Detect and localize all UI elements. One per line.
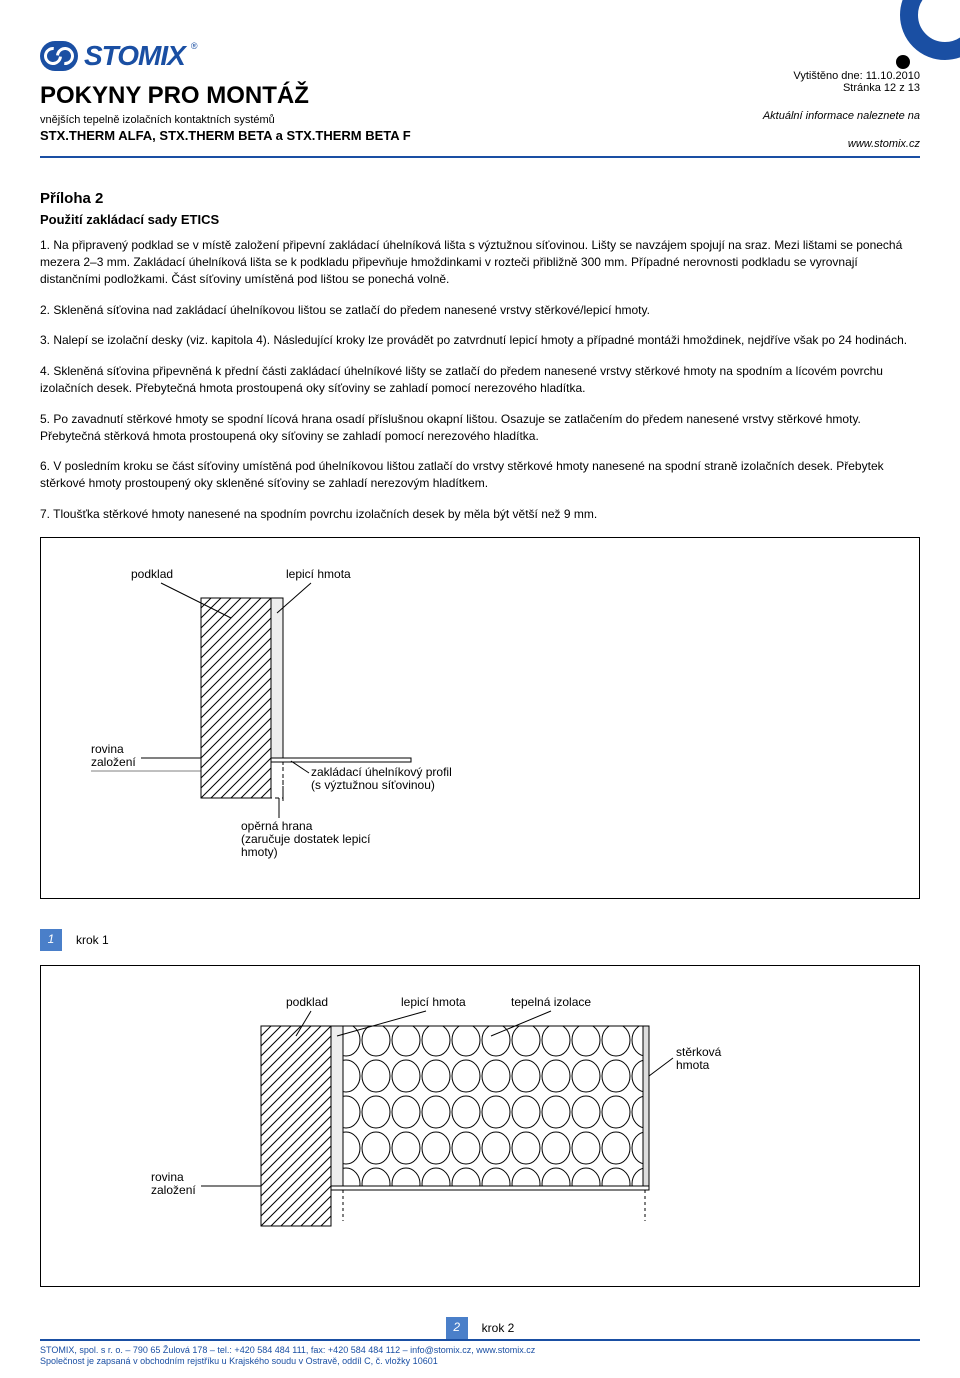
d1-label-operna1: opěrná hrana bbox=[241, 819, 313, 833]
d1-label-rovina1: rovina bbox=[91, 742, 124, 756]
d2-label-rovina1: rovina bbox=[151, 1170, 184, 1184]
page-header: STOMIX ® POKYNY PRO MONTÁŽ vnějších tepe… bbox=[40, 40, 920, 158]
diagram-1-box: podklad lepicí hmota rovina založení zak… bbox=[40, 537, 920, 899]
d1-label-podklad: podklad bbox=[131, 567, 173, 581]
diagram-2-box: podklad lepicí hmota tepelná izolace stě… bbox=[40, 965, 920, 1287]
d2-label-sterkova1: stěrková bbox=[676, 1045, 722, 1059]
d1-label-lepici: lepicí hmota bbox=[286, 567, 351, 581]
diagram-2-svg: podklad lepicí hmota tepelná izolace stě… bbox=[61, 986, 781, 1266]
step-1-badge: 1 bbox=[40, 929, 62, 951]
footer-line-1: STOMIX, spol. s r. o. – 790 65 Žulová 17… bbox=[40, 1345, 920, 1357]
appendix-subtitle: Použití zakládací sady ETICS bbox=[40, 211, 920, 229]
d2-label-sterkova2: hmota bbox=[676, 1058, 710, 1072]
step-1-label: krok 1 bbox=[76, 929, 109, 949]
paragraph-1: 1. Na připravený podklad se v místě zalo… bbox=[40, 237, 920, 287]
d1-label-operna2: (zaručuje dostatek lepicí bbox=[241, 832, 371, 846]
d1-label-rovina2: založení bbox=[91, 755, 136, 769]
appendix-title: Příloha 2 bbox=[40, 188, 920, 209]
paragraph-2: 2. Skleněná síťovina nad zakládací úheln… bbox=[40, 302, 920, 319]
step-2-badge: 2 bbox=[446, 1317, 468, 1339]
paragraph-6: 6. V posledním kroku se část síťoviny um… bbox=[40, 458, 920, 492]
more-info-line1: Aktuální informace naleznete na bbox=[763, 110, 920, 122]
step-1-row: 1 krok 1 bbox=[40, 929, 920, 951]
brand-logo: STOMIX ® bbox=[40, 40, 411, 72]
paragraph-7: 7. Tloušťka stěrkové hmoty nanesené na s… bbox=[40, 506, 920, 523]
content-area: Příloha 2 Použití zakládací sady ETICS 1… bbox=[40, 188, 920, 1339]
logo-icon bbox=[40, 41, 78, 71]
page-footer: STOMIX, spol. s r. o. – 790 65 Žulová 17… bbox=[40, 1339, 920, 1368]
d2-label-rovina2: založení bbox=[151, 1183, 196, 1197]
d1-label-profil1: zakládací úhelníkový profil bbox=[311, 765, 452, 779]
footer-line-2: Společnost je zapsaná v obchodním rejstř… bbox=[40, 1356, 920, 1368]
document-subtitle: vnějších tepelně izolačních kontaktních … bbox=[40, 114, 411, 126]
document-systems: STX.THERM ALFA, STX.THERM BETA a STX.THE… bbox=[40, 128, 411, 143]
document-title: POKYNY PRO MONTÁŽ bbox=[40, 82, 411, 110]
page-number: Stránka 12 z 13 bbox=[763, 82, 920, 94]
brand-name: STOMIX bbox=[84, 40, 185, 72]
paragraph-5: 5. Po zavadnutí stěrkové hmoty se spodní… bbox=[40, 411, 920, 445]
step-2-row: 2 krok 2 bbox=[40, 1317, 920, 1339]
corner-decoration bbox=[880, 0, 960, 80]
registered-mark: ® bbox=[191, 41, 198, 51]
d1-label-operna3: hmoty) bbox=[241, 845, 278, 859]
d2-label-izolace: tepelná izolace bbox=[511, 995, 591, 1009]
d1-label-profil2: (s výztužnou síťovinou) bbox=[311, 778, 435, 792]
d2-label-podklad: podklad bbox=[286, 995, 328, 1009]
step-2-label: krok 2 bbox=[482, 1317, 515, 1337]
more-info-line2: www.stomix.cz bbox=[763, 138, 920, 150]
diagram-1-svg: podklad lepicí hmota rovina založení zak… bbox=[61, 558, 621, 878]
paragraph-4: 4. Skleněná síťovina připevněná k přední… bbox=[40, 363, 920, 397]
d2-label-lepici: lepicí hmota bbox=[401, 995, 466, 1009]
paragraph-3: 3. Nalepí se izolační desky (viz. kapito… bbox=[40, 332, 920, 349]
